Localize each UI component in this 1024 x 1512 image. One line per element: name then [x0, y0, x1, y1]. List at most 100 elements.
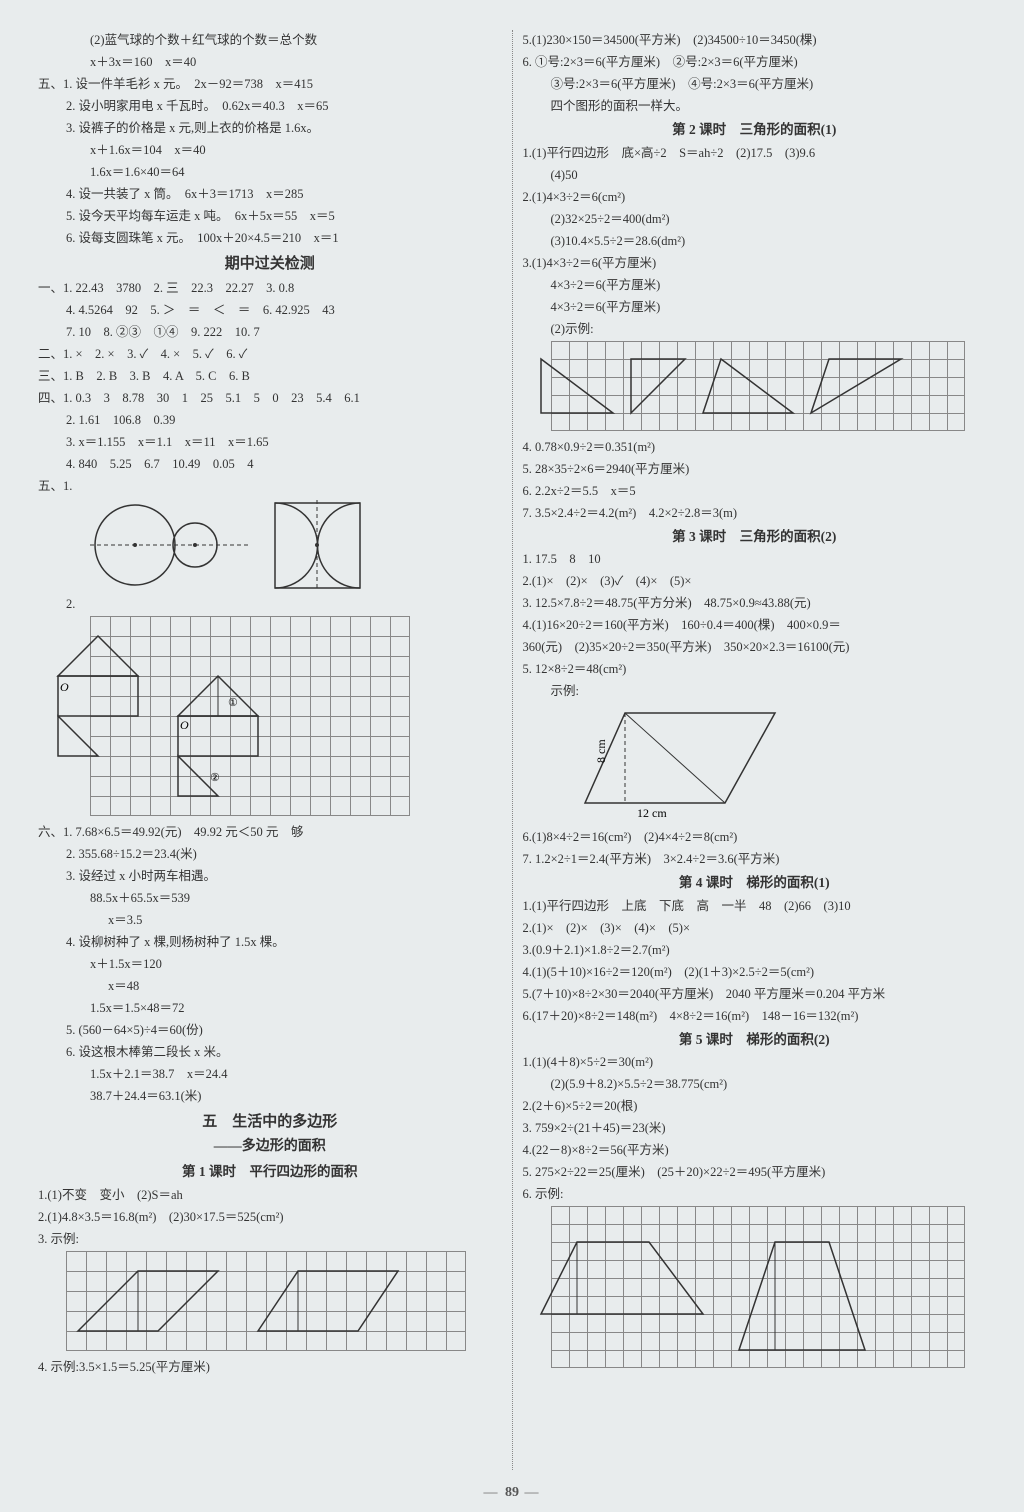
right-column: 5.(1)230×150＝34500(平方米) (2)34500÷10＝3450… — [523, 30, 987, 1470]
chapter-subtitle: ——多边形的面积 — [38, 1136, 502, 1158]
text-line: (2)32×25÷2＝400(dm²) — [523, 209, 987, 229]
text-line: 5. 12×8÷2＝48(cm²) — [523, 659, 987, 679]
figure-five-1 — [38, 500, 502, 590]
text-line: 5. (560－64×5)÷4＝60(份) — [38, 1020, 502, 1040]
text-line: 6. 设这根木棒第二段长 x 米。 — [38, 1042, 502, 1062]
text-line: x＋1.6x＝104 x＝40 — [38, 140, 502, 160]
figure-lesson1-example — [38, 1251, 502, 1351]
text-line: 5.(1)230×150＝34500(平方米) (2)34500÷10＝3450… — [523, 30, 987, 50]
lesson-title: 第 5 课时 梯形的面积(2) — [523, 1029, 987, 1051]
text-line: 2.(1)4×3÷2＝6(cm²) — [523, 187, 987, 207]
parallelogram-shapes — [38, 1251, 438, 1351]
figure-lesson2-example — [523, 341, 987, 431]
text-line: (3)10.4×5.5÷2＝28.6(dm²) — [523, 231, 987, 251]
circles-diagram — [90, 500, 250, 590]
text-line: x＋1.5x＝120 — [38, 954, 502, 974]
text-line: 6. 2.2x÷2＝5.5 x＝5 — [523, 481, 987, 501]
text-line: 4. 840 5.25 6.7 10.49 0.05 4 — [38, 454, 502, 474]
text-line: 2.(1)× (2)× (3)✓ (4)× (5)× — [523, 571, 987, 591]
text-line: 三、1. B 2. B 3. B 4. A 5. C 6. B — [38, 366, 502, 386]
text-line: 1. 17.5 8 10 — [523, 549, 987, 569]
text-line: 360(元) (2)35×20÷2＝350(平方米) 350×20×2.3＝16… — [523, 637, 987, 657]
text-line: 1.5x＋2.1＝38.7 x＝24.4 — [38, 1064, 502, 1084]
text-line: 2.(1)× (2)× (3)× (4)× (5)× — [523, 918, 987, 938]
page: (2)蓝气球的个数＋红气球的个数＝总个数 x＋3x＝160 x＝40 五、1. … — [0, 0, 1024, 1512]
text-line: 5. 275×2÷22＝25(厘米) (25＋20)×22÷2＝495(平方厘米… — [523, 1162, 987, 1182]
figure-lesson5-example — [523, 1206, 987, 1368]
text-line: (2)示例: — [523, 319, 987, 339]
text-line: 3. 759×2÷(21＋45)＝23(米) — [523, 1118, 987, 1138]
text-line: 2. 355.68÷15.2＝23.4(米) — [38, 844, 502, 864]
text-line: 四个图形的面积一样大。 — [523, 96, 987, 116]
text-line: 1.6x＝1.6×40＝64 — [38, 162, 502, 182]
grid-shapes: O ① ② O — [38, 616, 358, 816]
lesson-title: 第 2 课时 三角形的面积(1) — [523, 119, 987, 141]
text-line: (4)50 — [523, 165, 987, 185]
text-line: (2)(5.9＋8.2)×5.5÷2＝38.775(cm²) — [523, 1074, 987, 1094]
text-line: 1.(1)平行四边形 上底 下底 高 一半 48 (2)66 (3)10 — [523, 896, 987, 916]
text-line: 2. — [38, 594, 502, 614]
text-line: 6. ①号:2×3＝6(平方厘米) ②号:2×3＝6(平方厘米) — [523, 52, 987, 72]
text-line: 二、1. × 2. × 3. ✓ 4. × 5. ✓ 6. ✓ — [38, 344, 502, 364]
page-number: 89 — [0, 1482, 1024, 1504]
text-line: 五、1. — [38, 476, 502, 496]
svg-text:①: ① — [228, 697, 238, 709]
dim-label: 8 cm — [594, 739, 608, 763]
figure-lesson3-example: 8 cm 12 cm — [523, 703, 987, 823]
triangle-shapes — [523, 341, 937, 431]
text-line: 3.(1)4×3÷2＝6(平方厘米) — [523, 253, 987, 273]
text-line: 4×3÷2＝6(平方厘米) — [523, 297, 987, 317]
text-line: ③号:2×3＝6(平方厘米) ④号:2×3＝6(平方厘米) — [523, 74, 987, 94]
text-line: (2)蓝气球的个数＋红气球的个数＝总个数 — [38, 30, 502, 50]
column-divider — [512, 30, 513, 1470]
text-line: 5. 28×35÷2×6＝2940(平方厘米) — [523, 459, 987, 479]
text-line: 88.5x＋65.5x＝539 — [38, 888, 502, 908]
figure-five-2: O ① ② O — [38, 616, 502, 816]
two-columns: (2)蓝气球的个数＋红气球的个数＝总个数 x＋3x＝160 x＝40 五、1. … — [38, 30, 986, 1470]
text-line: 1.(1)平行四边形 底×高÷2 S＝ah÷2 (2)17.5 (3)9.6 — [523, 143, 987, 163]
text-line: 3. 设裤子的价格是 x 元,则上衣的价格是 1.6x。 — [38, 118, 502, 138]
dim-label: 12 cm — [637, 806, 667, 820]
text-line: 六、1. 7.68×6.5＝49.92(元) 49.92 元＜50 元 够 — [38, 822, 502, 842]
text-line: x＝3.5 — [38, 910, 502, 930]
text-line: 2.(1)4.8×3.5＝16.8(m²) (2)30×17.5＝525(cm²… — [38, 1207, 502, 1227]
text-line: 5. 设今天平均每车运走 x 吨。 6x＋5x＝55 x＝5 — [38, 206, 502, 226]
text-line: 4. 0.78×0.9÷2＝0.351(m²) — [523, 437, 987, 457]
text-line: 3. 示例: — [38, 1229, 502, 1249]
text-line: 4×3÷2＝6(平方厘米) — [523, 275, 987, 295]
text-line: 4.(1)(5＋10)×16÷2＝120(m²) (2)(1＋3)×2.5÷2＝… — [523, 962, 987, 982]
svg-text:O: O — [60, 680, 69, 694]
svg-text:②: ② — [210, 772, 220, 784]
text-line: 6.(17＋20)×8÷2＝148(m²) 4×8÷2＝16(m²) 148－1… — [523, 1006, 987, 1026]
text-line: 4.(1)16×20÷2＝160(平方米) 160÷0.4＝400(棵) 400… — [523, 615, 987, 635]
text-line: 四、1. 0.3 3 8.78 30 1 25 5.1 5 0 23 5.4 6… — [38, 388, 502, 408]
lesson-title: 第 4 课时 梯形的面积(1) — [523, 872, 987, 894]
text-line: 6. 示例: — [523, 1184, 987, 1204]
text-line: 7. 10 8. ②③ ①④ 9. 222 10. 7 — [38, 322, 502, 342]
text-line: 6.(1)8×4÷2＝16(cm²) (2)4×4÷2＝8(cm²) — [523, 827, 987, 847]
text-line: 3.(0.9＋2.1)×1.8÷2＝2.7(m²) — [523, 940, 987, 960]
text-line: 示例: — [523, 681, 987, 701]
lesson-title: 第 3 课时 三角形的面积(2) — [523, 526, 987, 548]
text-line: 4. 示例:3.5×1.5＝5.25(平方厘米) — [38, 1357, 502, 1377]
text-line: 38.7＋24.4＝63.1(米) — [38, 1086, 502, 1106]
text-line: 6. 设每支圆珠笔 x 元。 100x＋20×4.5＝210 x＝1 — [38, 228, 502, 248]
text-line: x＝48 — [38, 976, 502, 996]
text-line: 1.(1)(4＋8)×5÷2＝30(m²) — [523, 1052, 987, 1072]
text-line: 4. 设一共装了 x 筒。 6x＋3＝1713 x＝285 — [38, 184, 502, 204]
left-column: (2)蓝气球的个数＋红气球的个数＝总个数 x＋3x＝160 x＝40 五、1. … — [38, 30, 502, 1470]
text-line: 3. 12.5×7.8÷2＝48.75(平方分米) 48.75×0.9≈43.8… — [523, 593, 987, 613]
text-line: 3. x＝1.155 x＝1.1 x＝11 x＝1.65 — [38, 432, 502, 452]
text-line: 7. 1.2×2÷1＝2.4(平方米) 3×2.4÷2＝3.6(平方米) — [523, 849, 987, 869]
text-line: 5.(7＋10)×8÷2×30＝2040(平方厘米) 2040 平方厘米＝0.2… — [523, 984, 987, 1004]
text-line: 一、1. 22.43 3780 2. 三 22.3 22.27 3. 0.8 — [38, 278, 502, 298]
text-line: 1.5x＝1.5×48＝72 — [38, 998, 502, 1018]
text-line: 4. 设柳树种了 x 棵,则杨树种了 1.5x 棵。 — [38, 932, 502, 952]
text-line: 2. 设小明家用电 x 千瓦时。 0.62x＝40.3 x＝65 — [38, 96, 502, 116]
section-title: 期中过关检测 — [38, 252, 502, 276]
square-arcs-diagram — [270, 500, 365, 590]
svg-text:O: O — [180, 718, 189, 732]
text-line: 7. 3.5×2.4÷2＝4.2(m²) 4.2×2÷2.8＝3(m) — [523, 503, 987, 523]
text-line: 4. 4.5264 92 5. ＞ ＝ ＜ ＝ 6. 42.925 43 — [38, 300, 502, 320]
text-line: 2.(2＋6)×5÷2＝20(根) — [523, 1096, 987, 1116]
